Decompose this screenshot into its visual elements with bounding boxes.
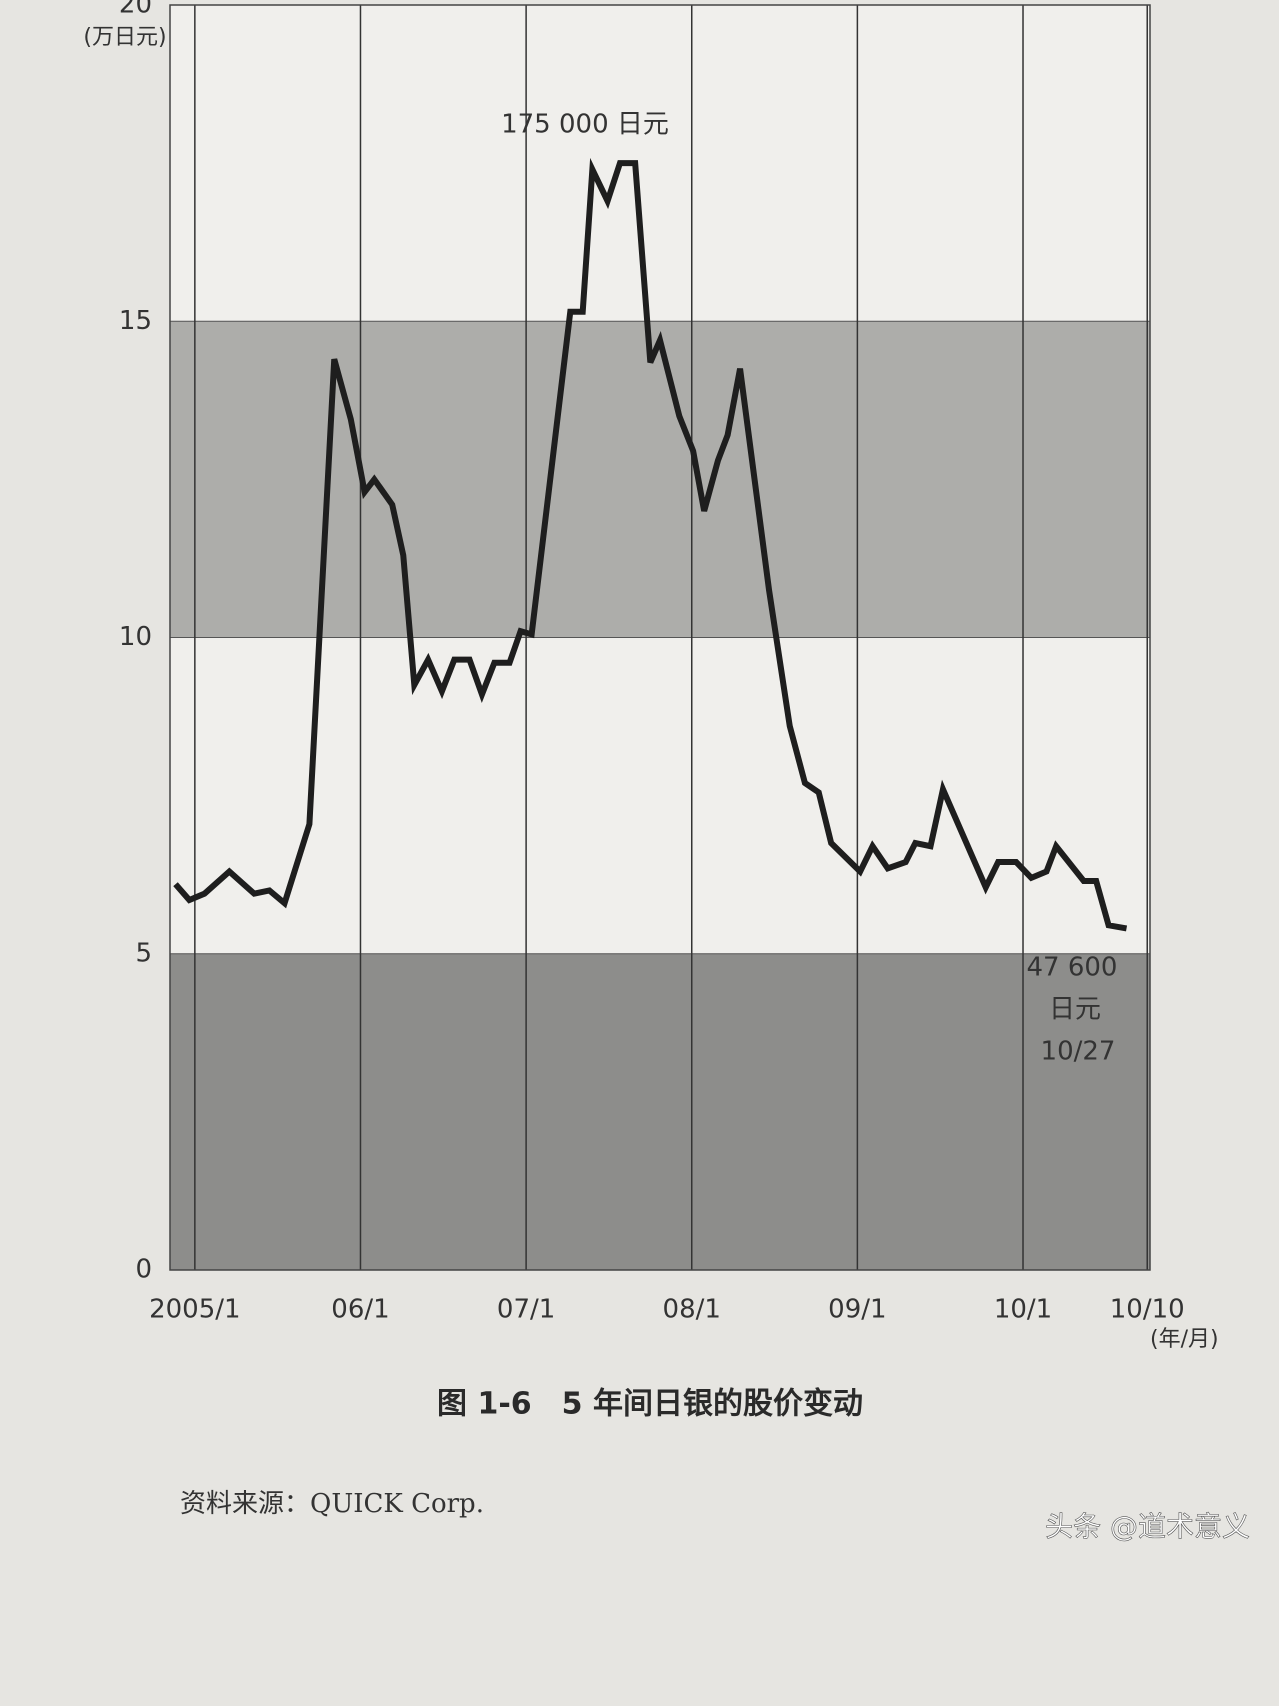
y-tick-label: 10: [119, 622, 152, 652]
x-axis-label: (年/月): [1150, 1327, 1219, 1352]
watermark: 头条 @道术意义: [1045, 1510, 1250, 1543]
shaded-band: [170, 321, 1150, 638]
x-tick-label: 10/1: [994, 1295, 1052, 1325]
price-line: [173, 157, 1128, 932]
chart-title: 图 1-6 5 年间日银的股价变动: [437, 1387, 863, 1422]
annotation: 175 000 日元: [501, 110, 669, 140]
x-tick-label: 07/1: [497, 1295, 555, 1325]
y-tick-label: 0: [135, 1255, 152, 1285]
x-tick-label: 2005/1: [149, 1295, 240, 1325]
source-note: 资料来源：QUICK Corp.: [180, 1489, 484, 1519]
annotation: 10/27: [1041, 1037, 1116, 1067]
y-axis-label: (万日元): [83, 25, 166, 50]
annotation: 日元: [1049, 995, 1101, 1025]
x-tick-label: 08/1: [663, 1295, 721, 1325]
shaded-band: [170, 953, 1150, 1270]
y-tick-label: 15: [119, 306, 152, 336]
x-tick-label: 09/1: [828, 1295, 886, 1325]
x-tick-label: 06/1: [331, 1295, 389, 1325]
y-tick-label: 5: [135, 938, 152, 968]
x-tick-label: 10/10: [1110, 1295, 1185, 1325]
plot-frame: [169, 4, 1151, 1271]
annotation: 47 600: [1027, 953, 1118, 983]
y-tick-label: 20: [119, 0, 152, 20]
